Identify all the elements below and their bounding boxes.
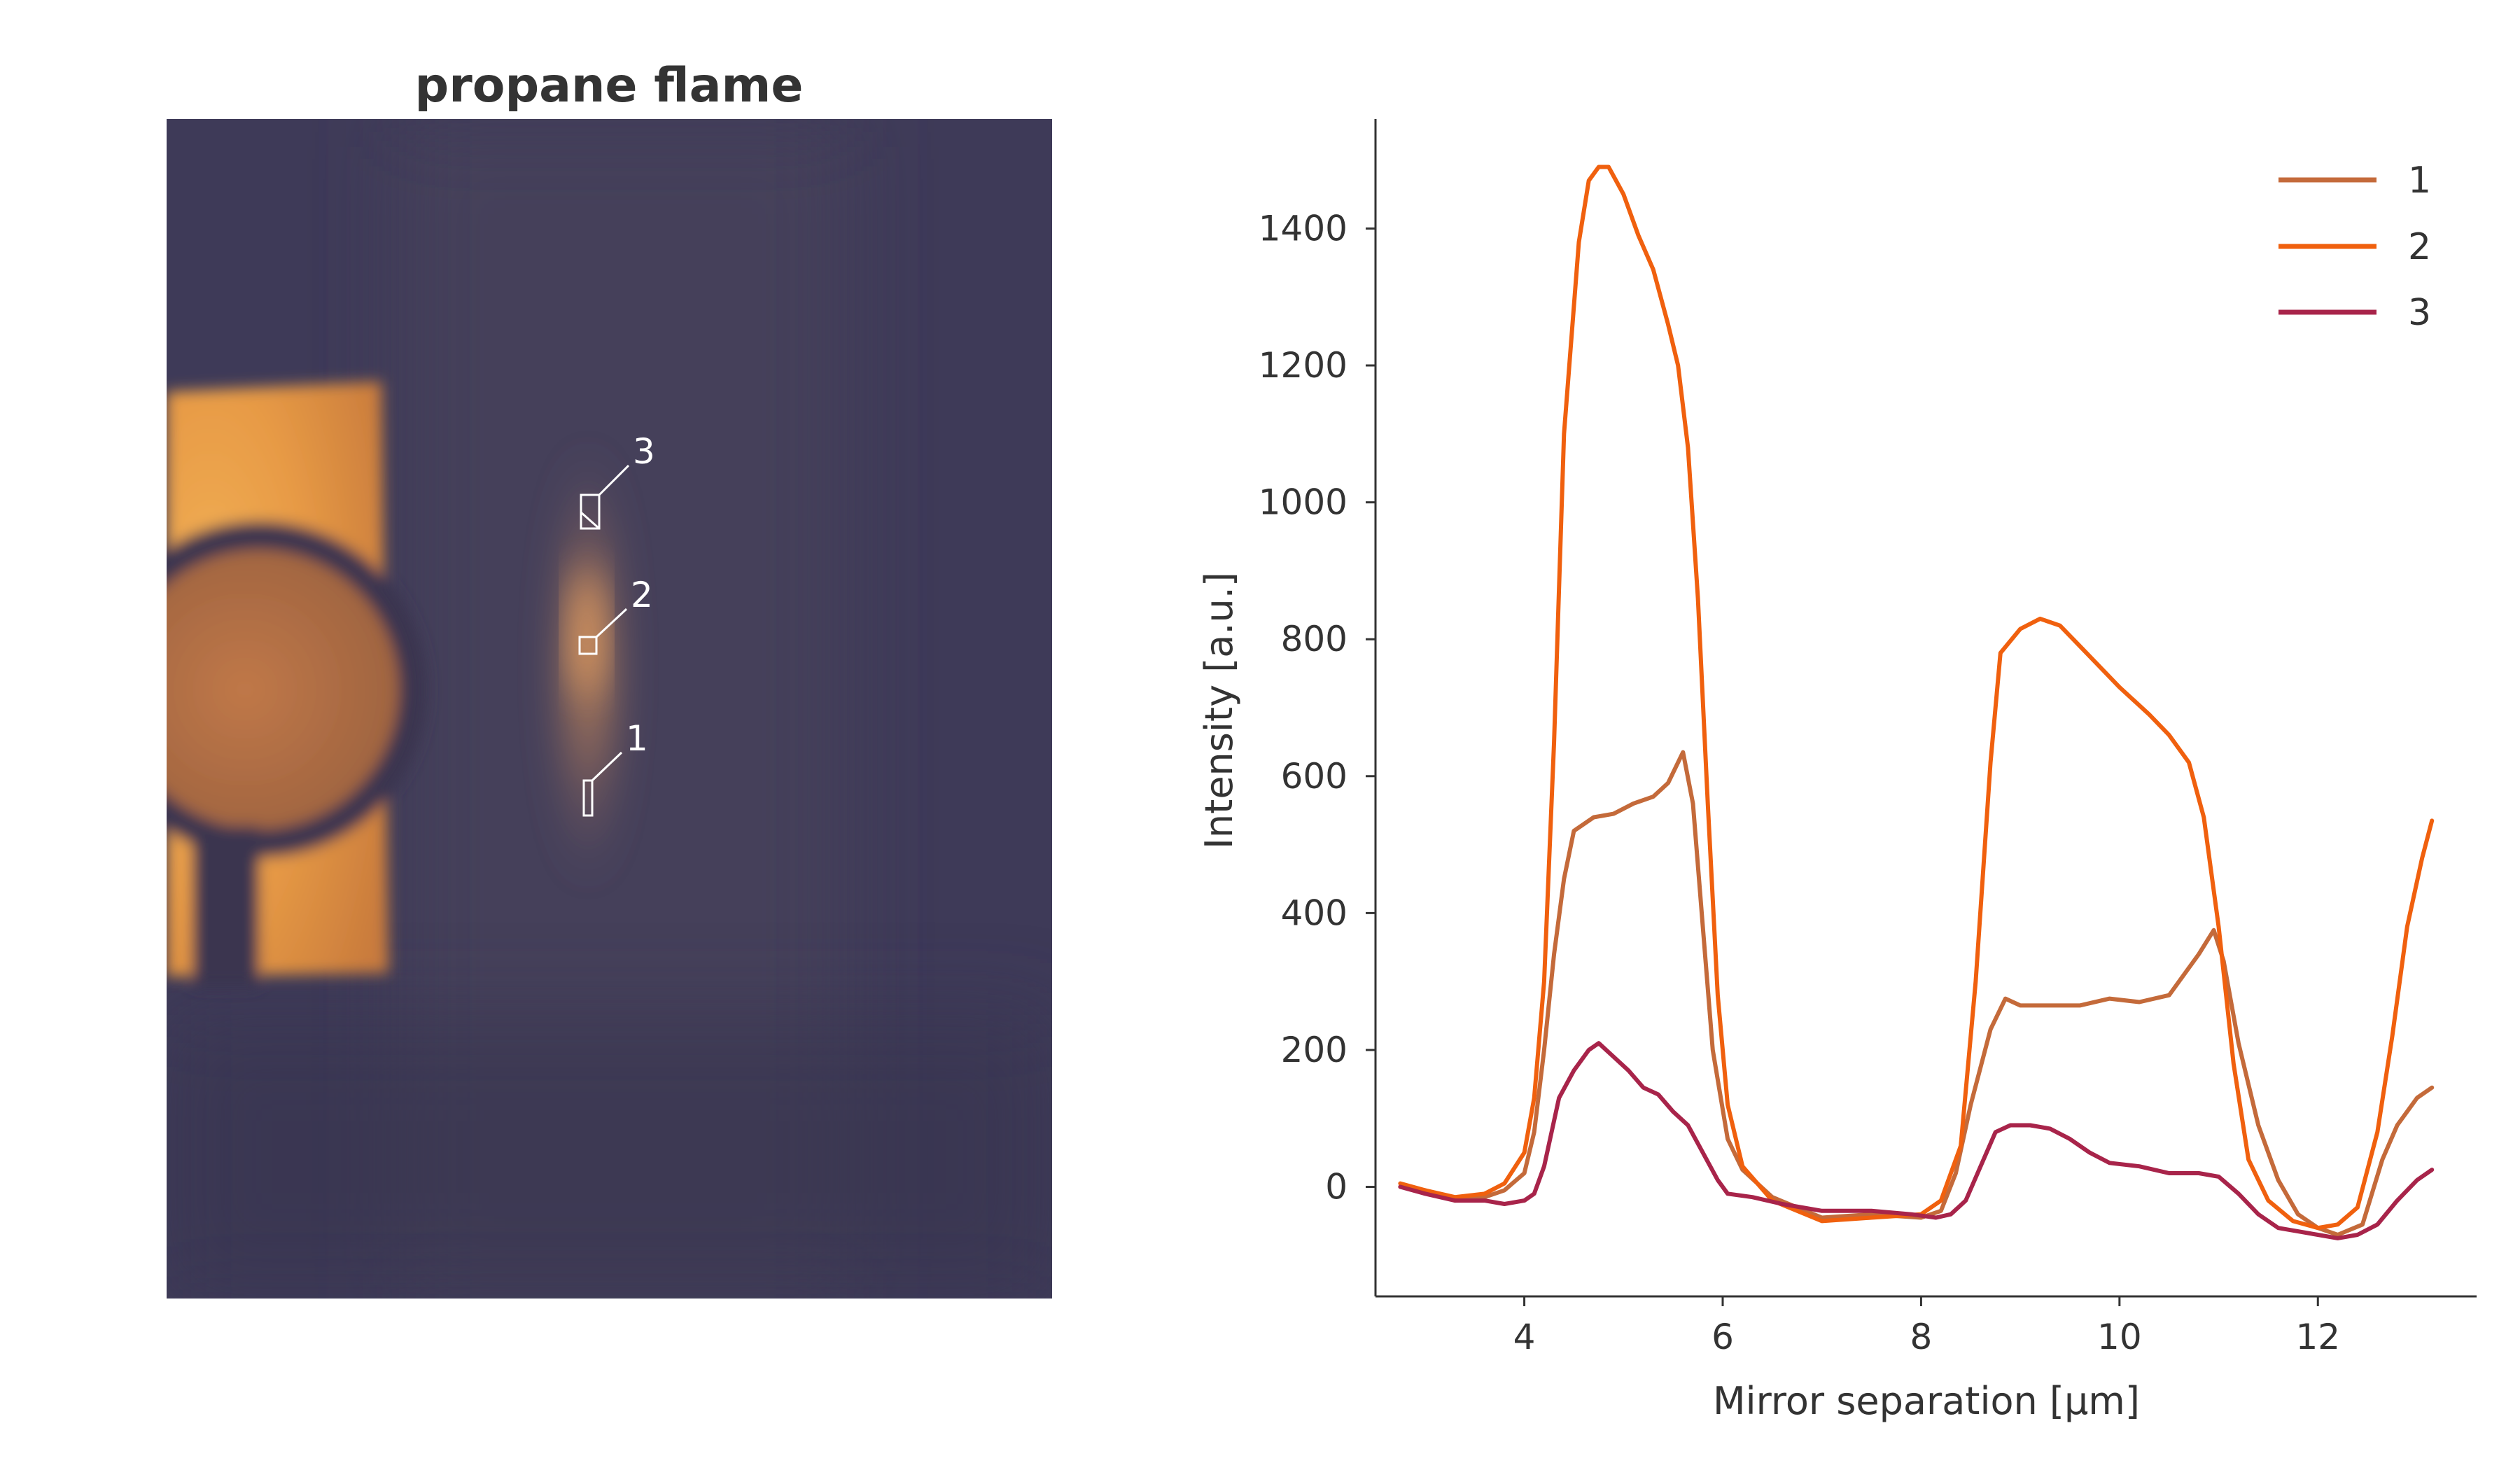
region-1-box — [582, 779, 594, 817]
region-2-label: 2 — [631, 575, 653, 615]
y-tick-label: 600 — [1281, 756, 1348, 797]
image-title: propane flame — [415, 58, 804, 113]
y-tick-label: 1400 — [1259, 208, 1348, 248]
lamp-glow — [167, 382, 427, 987]
x-ticks: 4 6 8 10 12 — [1513, 1296, 2340, 1357]
region-1-label: 1 — [626, 718, 648, 759]
series-line-3 — [1398, 1041, 2435, 1240]
region-3-diagonal — [580, 511, 600, 530]
image-lower-shade — [167, 1015, 1052, 1298]
region-3-label: 3 — [633, 431, 655, 472]
y-tick-label: 1000 — [1259, 482, 1348, 523]
region-3-leader — [598, 464, 630, 496]
x-tick-label: 10 — [2097, 1317, 2142, 1357]
region-2 — [578, 608, 628, 655]
region-2-box — [578, 636, 598, 655]
legend-label-2: 2 — [2408, 226, 2431, 268]
region-2-leader — [595, 608, 628, 638]
flame-core — [573, 567, 601, 693]
y-tick-label: 400 — [1281, 892, 1348, 933]
x-tick-label: 4 — [1513, 1317, 1536, 1357]
legend: 1 2 3 — [2278, 160, 2431, 334]
y-axis-label: Intensity [a.u.] — [1197, 572, 1241, 849]
series-line-1 — [1398, 750, 2435, 1237]
x-tick-label: 12 — [2295, 1317, 2340, 1357]
region-1 — [582, 751, 623, 817]
y-tick-label: 1200 — [1259, 345, 1348, 386]
x-axis-label: Mirror separation [µm] — [1713, 1379, 2140, 1423]
series-lines — [1398, 164, 2435, 1240]
legend-item-3: 3 — [2278, 292, 2431, 334]
legend-item-1: 1 — [2278, 160, 2431, 202]
legend-label-1: 1 — [2408, 160, 2431, 202]
region-3-box — [580, 493, 601, 530]
series-line-2 — [1398, 164, 2435, 1231]
y-ticks: 0 200 400 600 800 1000 1200 1400 — [1259, 208, 1376, 1208]
x-tick-label: 6 — [1712, 1317, 1734, 1357]
region-1-leader — [591, 751, 623, 782]
x-tick-label: 8 — [1910, 1317, 1933, 1357]
region-3 — [580, 464, 630, 530]
y-tick-label: 0 — [1325, 1167, 1348, 1208]
y-tick-label: 800 — [1281, 619, 1348, 659]
legend-item-2: 2 — [2278, 226, 2431, 268]
y-tick-label: 200 — [1281, 1030, 1348, 1070]
legend-label-3: 3 — [2408, 292, 2431, 334]
flame-image: 1 2 3 — [167, 119, 1052, 1298]
